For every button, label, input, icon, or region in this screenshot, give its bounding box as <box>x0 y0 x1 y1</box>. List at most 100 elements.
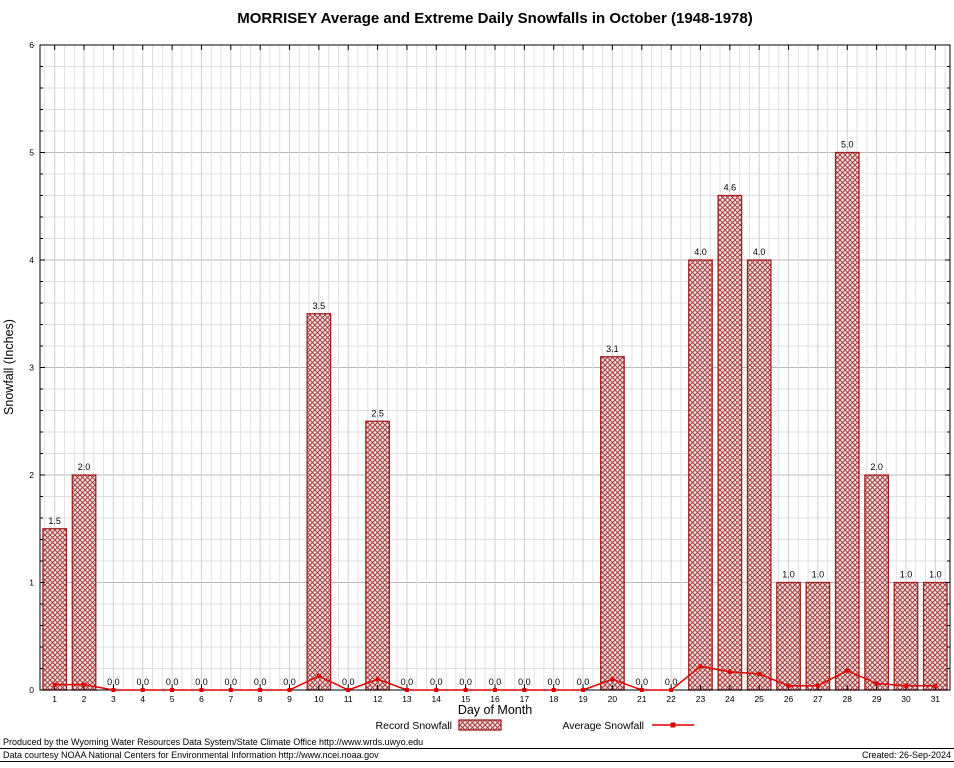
x-tick-label: 30 <box>901 694 911 704</box>
average-snowfall-marker <box>493 688 497 692</box>
x-tick-label: 6 <box>199 694 204 704</box>
record-snowfall-bar <box>805 581 831 691</box>
bar-value-label: 0.0 <box>547 677 560 687</box>
bar-value-label: 0.0 <box>489 677 502 687</box>
average-snowfall-marker <box>757 671 762 676</box>
record-snowfall-bar <box>365 420 390 691</box>
average-snowfall-marker <box>140 688 145 692</box>
average-snowfall-marker <box>199 688 204 692</box>
footer-line-1: Produced by the Wyoming Water Resources … <box>0 736 954 749</box>
footer-data-courtesy-text: Data courtesy NOAA National Centers for … <box>3 750 379 760</box>
legend-average-marker <box>670 722 676 728</box>
y-tick-label: 4 <box>29 255 34 265</box>
average-snowfall-marker <box>874 681 879 686</box>
average-snowfall-marker <box>82 682 87 687</box>
bar-value-label: 1.0 <box>812 570 825 580</box>
x-tick-label: 25 <box>754 694 764 704</box>
x-tick-label: 11 <box>344 694 353 704</box>
bar-value-label: 3.1 <box>606 344 619 354</box>
average-snowfall-marker <box>404 688 409 692</box>
bar-value-label: 0.0 <box>136 677 149 687</box>
plot-area: 1.5 2.0 0.0 0.0 0.0 0.0 0.0 0.0 0.0 3.5 0.0 2.5 0.0 0… <box>29 40 951 704</box>
bar-value-label: 5.0 <box>841 140 854 150</box>
record-snowfall-bar <box>71 474 97 691</box>
average-snowfall-marker <box>375 677 380 682</box>
x-tick-label: 8 <box>258 694 263 704</box>
average-snowfall-marker <box>258 688 263 692</box>
bar-value-label: 2.5 <box>371 408 384 418</box>
legend-record-swatch <box>458 719 502 731</box>
average-snowfall-marker <box>669 688 674 692</box>
bar-value-label: 1.0 <box>900 570 913 580</box>
bar-value-label: 0.0 <box>107 677 120 687</box>
record-snowfall-bar <box>600 356 625 691</box>
x-tick-label: 26 <box>784 694 794 704</box>
bar-value-label: 0.0 <box>225 677 238 687</box>
x-tick-label: 23 <box>696 694 706 704</box>
bar-value-label: 1.5 <box>48 516 61 526</box>
footer-produced-text: Produced by the Wyoming Water Resources … <box>3 737 424 747</box>
bar-value-label: 4.0 <box>694 247 707 257</box>
average-snowfall-marker <box>903 683 908 688</box>
average-snowfall-marker <box>346 688 351 692</box>
record-snowfall-bar <box>834 151 860 691</box>
bar-value-label: 0.0 <box>577 677 590 687</box>
y-tick-label: 5 <box>29 148 34 158</box>
average-snowfall-marker <box>434 688 439 692</box>
average-snowfall-marker <box>815 683 820 688</box>
average-snowfall-marker <box>111 688 116 692</box>
legend-average-label: Average Snowfall <box>562 720 644 732</box>
x-tick-label: 9 <box>287 694 292 704</box>
x-tick-label: 21 <box>637 694 647 704</box>
x-tick-label: 13 <box>402 694 412 704</box>
x-tick-label: 12 <box>373 694 383 704</box>
record-snowfall-bar <box>746 259 772 691</box>
record-snowfall-bar <box>922 581 948 691</box>
average-snowfall-marker <box>463 688 468 692</box>
average-snowfall-marker <box>581 688 586 692</box>
average-snowfall-marker <box>522 688 527 692</box>
x-tick-label: 19 <box>578 694 588 704</box>
y-tick-label: 2 <box>29 470 34 480</box>
average-snowfall-marker <box>316 674 321 679</box>
bar-value-label: 1.0 <box>929 570 942 580</box>
x-tick-label: 3 <box>111 694 116 704</box>
x-tick-label: 4 <box>140 694 145 704</box>
footer-line-2: Data courtesy NOAA National Centers for … <box>0 749 954 762</box>
average-snowfall-marker <box>228 688 233 692</box>
footer-created-text: Created: 26-Sep-2024 <box>861 750 951 760</box>
y-axis-title: Snowfall (Inches) <box>2 319 16 415</box>
bar-value-label: 0.0 <box>459 677 472 687</box>
bar-value-label: 0.0 <box>166 677 179 687</box>
bar-value-label: 2.0 <box>870 462 883 472</box>
x-tick-label: 31 <box>931 694 941 704</box>
y-tick-label: 0 <box>29 685 34 695</box>
x-tick-label: 7 <box>228 694 233 704</box>
x-tick-label: 28 <box>843 694 853 704</box>
record-snowfall-bar <box>688 259 713 691</box>
x-tick-label: 17 <box>520 694 530 704</box>
bar-value-label: 2.0 <box>78 462 91 472</box>
legend-record-label: Record Snowfall <box>376 720 452 732</box>
y-tick-label: 6 <box>29 40 34 50</box>
bar-value-label: 0.0 <box>342 677 355 687</box>
chart-title: MORRISEY Average and Extreme Daily Snowf… <box>237 10 752 27</box>
bar-value-label: 4.6 <box>724 183 737 193</box>
record-snowfall-bar <box>42 528 68 691</box>
record-snowfall-bar <box>306 313 332 691</box>
x-tick-label: 14 <box>432 694 442 704</box>
x-tick-label: 29 <box>872 694 882 704</box>
x-tick-label: 2 <box>82 694 87 704</box>
x-tick-label: 20 <box>608 694 618 704</box>
x-tick-label: 16 <box>490 694 500 704</box>
bar-value-label: 0.0 <box>430 677 443 687</box>
x-tick-label: 5 <box>170 694 175 704</box>
bar-value-label: 0.0 <box>401 677 414 687</box>
average-snowfall-marker <box>727 669 732 674</box>
average-snowfall-marker <box>551 688 556 692</box>
x-tick-label: 1 <box>52 694 57 704</box>
bar-value-label: 0.0 <box>665 677 678 687</box>
average-snowfall-marker <box>698 664 703 669</box>
x-tick-label: 10 <box>314 694 324 704</box>
